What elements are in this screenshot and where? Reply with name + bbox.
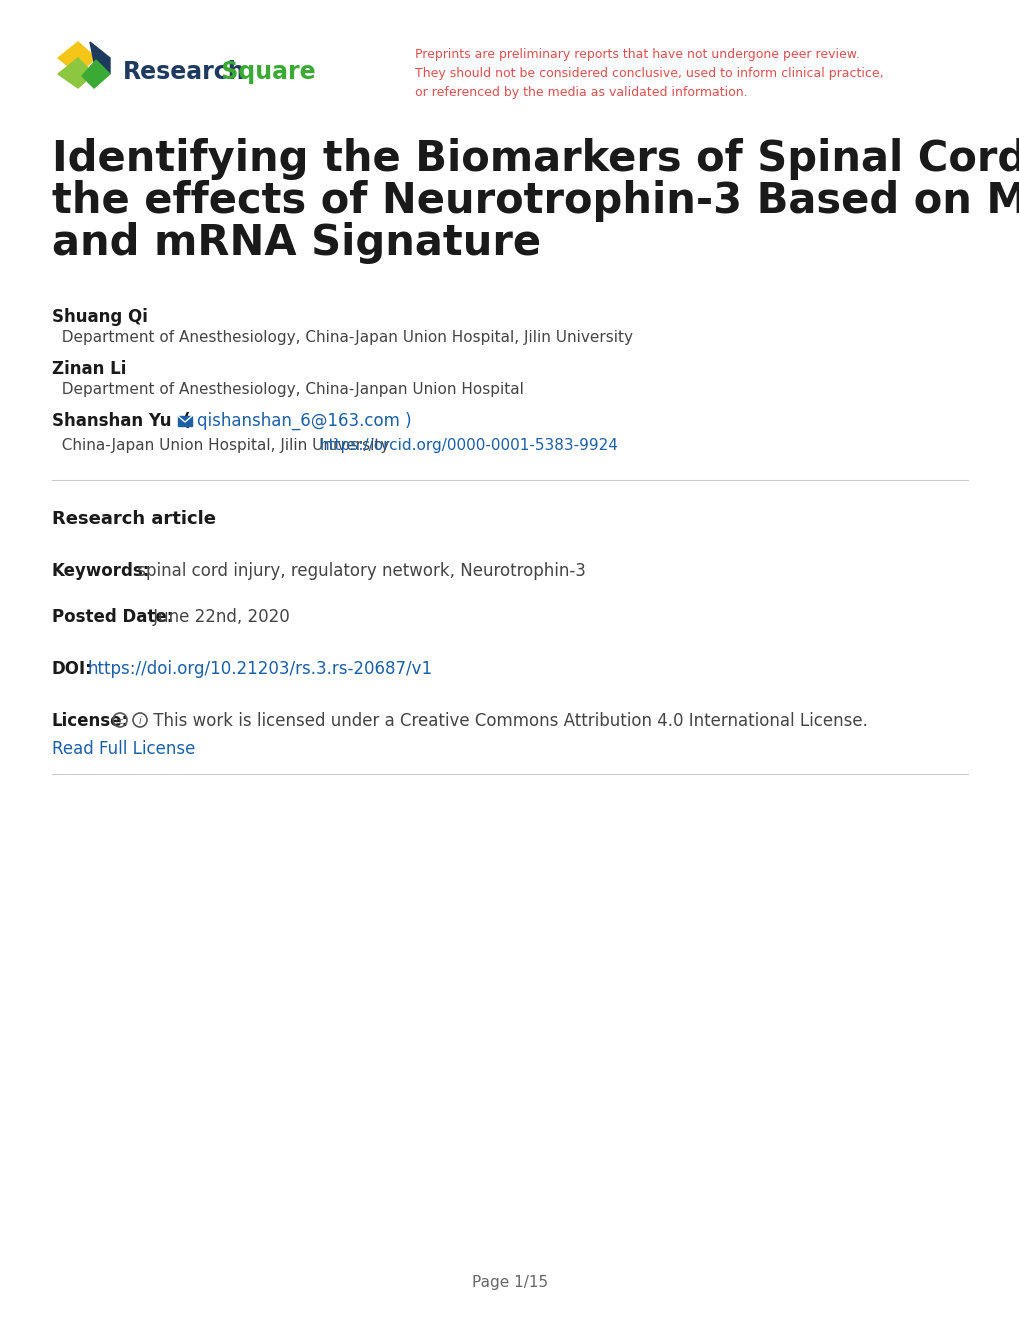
Text: Shuang Qi: Shuang Qi [52, 308, 148, 326]
Text: Preprints are preliminary reports that have not undergone peer review.
They shou: Preprints are preliminary reports that h… [415, 48, 882, 99]
Text: Posted Date:: Posted Date: [52, 609, 173, 626]
Text: https://doi.org/10.21203/rs.3.rs-20687/v1: https://doi.org/10.21203/rs.3.rs-20687/v… [88, 660, 433, 678]
Polygon shape [90, 42, 110, 74]
Text: Shanshan Yu  (: Shanshan Yu ( [52, 412, 191, 430]
Text: Square: Square [213, 59, 315, 84]
Text: June 22nd, 2020: June 22nd, 2020 [148, 609, 289, 626]
Text: Page 1/15: Page 1/15 [472, 1275, 547, 1290]
Bar [178, 416, 192, 426]
Text: Read Full License: Read Full License [52, 741, 196, 758]
Text: DOI:: DOI: [52, 660, 93, 678]
Text: qishanshan_6@163.com ): qishanshan_6@163.com ) [197, 412, 412, 430]
Polygon shape [58, 42, 96, 74]
Text: Zinan Li: Zinan Li [52, 360, 126, 378]
Text: Department of Anesthesiology, China-Japan Union Hospital, Jilin University: Department of Anesthesiology, China-Japa… [52, 330, 633, 345]
Text: Research: Research [123, 59, 246, 84]
Text: spinal cord injury, regulatory network, Neurotrophin-3: spinal cord injury, regulatory network, … [131, 562, 585, 579]
Text: Research article: Research article [52, 510, 216, 528]
Text: the effects of Neurotrophin-3 Based on MicroRNA: the effects of Neurotrophin-3 Based on M… [52, 180, 1019, 222]
Polygon shape [82, 59, 110, 88]
Text: Identifying the Biomarkers of Spinal Cord Injury and: Identifying the Biomarkers of Spinal Cor… [52, 139, 1019, 180]
Text: China-Japan Union Hospital, Jilin University: China-Japan Union Hospital, Jilin Univer… [52, 438, 389, 453]
Text: This work is licensed under a Creative Commons Attribution 4.0 International Lic: This work is licensed under a Creative C… [148, 711, 867, 730]
Text: License:: License: [52, 711, 129, 730]
Text: i: i [139, 715, 142, 726]
Text: https://orcid.org/0000-0001-5383-9924: https://orcid.org/0000-0001-5383-9924 [320, 438, 619, 453]
Text: Department of Anesthesiology, China-Janpan Union Hospital: Department of Anesthesiology, China-Janp… [52, 381, 524, 397]
Text: and mRNA Signature: and mRNA Signature [52, 222, 541, 264]
Polygon shape [58, 58, 94, 88]
Text: cc: cc [116, 717, 124, 726]
Text: Keywords:: Keywords: [52, 562, 150, 579]
